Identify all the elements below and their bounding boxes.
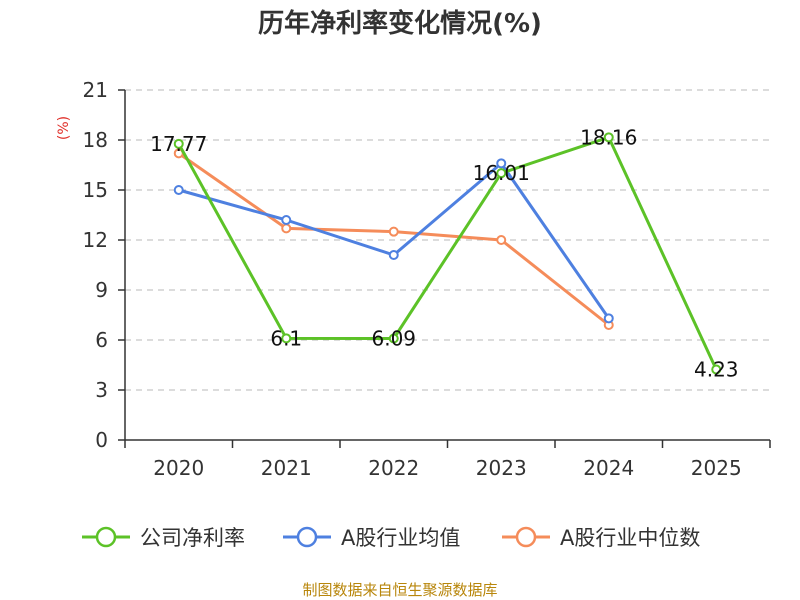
data-point-0 [388, 333, 399, 344]
legend-label: 公司净利率 [140, 526, 245, 550]
legend: 公司净利率 A股行业均值 A股行业中位数 [82, 526, 700, 550]
data-label: 18.16 [580, 125, 637, 149]
y-tick-label: 18 [83, 128, 108, 152]
data-point-0 [496, 168, 507, 179]
series-layer [173, 132, 722, 375]
y-tick-label: 15 [83, 178, 108, 202]
y-tick-label: 6 [95, 328, 108, 352]
data-point-1 [388, 250, 399, 260]
data-point-0 [603, 132, 614, 143]
y-tick-label: 9 [95, 278, 108, 302]
data-point-2 [388, 226, 399, 237]
legend-marker-2 [515, 526, 537, 548]
axes: 0 3 6 9 12 15 18 21 2020 2021 2022 2023 2024 2025 [83, 78, 771, 480]
data-point-1 [173, 185, 184, 195]
data-point-1 [496, 158, 507, 169]
legend-marker-1 [296, 526, 318, 548]
data-point-2 [496, 235, 507, 245]
data-point-0 [281, 333, 292, 344]
legend-label: A股行业均值 [341, 526, 460, 550]
chart-title: 历年净利率变化情况(%) [258, 8, 542, 39]
data-label: 17.77 [150, 132, 207, 156]
y-tick-label: 0 [95, 428, 108, 452]
grid-lines [125, 89, 770, 391]
series-line-0 [177, 135, 718, 371]
x-tick-label: 2024 [583, 456, 634, 480]
series-line-2 [177, 152, 610, 327]
x-tick-label: 2020 [153, 456, 204, 480]
x-tick-label: 2022 [368, 456, 419, 480]
data-label: 16.01 [473, 161, 530, 185]
data-label: 6.09 [371, 327, 416, 351]
data-point-0 [173, 138, 184, 149]
y-tick-label: 3 [95, 378, 108, 402]
data-label: 6.1 [270, 326, 302, 350]
data-point-1 [603, 313, 614, 324]
legend-label: A股行业中位数 [560, 526, 700, 550]
data-labels: 17.77 6.1 6.09 16.01 18.16 4.23 [150, 125, 738, 381]
legend-marker-0 [95, 526, 117, 548]
data-point-0 [711, 364, 722, 375]
x-tick-label: 2023 [476, 456, 527, 480]
y-tick-label: 12 [83, 228, 108, 252]
data-label: 4.23 [694, 358, 739, 382]
y-tick-label: 21 [83, 78, 108, 102]
data-point-1 [281, 215, 292, 225]
data-point-2 [281, 223, 292, 234]
x-tick-label: 2021 [261, 456, 312, 480]
series-line-1 [178, 161, 610, 320]
x-tick-label: 2025 [691, 456, 742, 480]
y-axis-label: (%) [56, 116, 72, 140]
source-note: 制图数据来自恒生聚源数据库 [302, 581, 497, 599]
